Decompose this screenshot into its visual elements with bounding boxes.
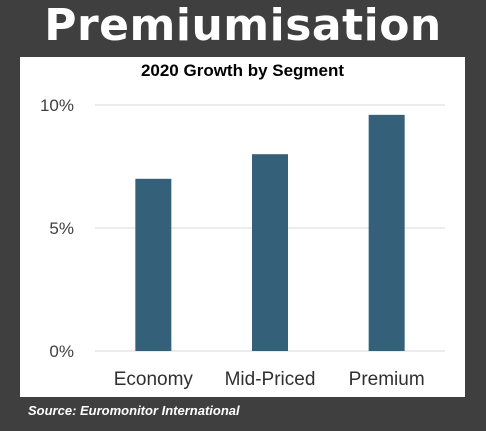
y-tick-label: 0% — [49, 342, 74, 361]
x-tick-label: Mid-Priced — [225, 369, 316, 390]
bar — [368, 114, 405, 351]
x-tick-label: Economy — [114, 369, 194, 390]
y-tick-label: 10% — [40, 96, 74, 115]
bar — [135, 178, 172, 351]
page-headline: Premiumisation — [44, 0, 442, 51]
y-tick-label: 5% — [49, 219, 74, 238]
bar-chart: 0% 5% 10% Economy Mid-Priced Premium — [40, 96, 445, 390]
bar — [252, 154, 288, 351]
source-note: Source: Euromonitor International — [28, 403, 240, 418]
x-tick-label: Premium — [349, 369, 425, 390]
chart-title: 2020 Growth by Segment — [140, 61, 345, 80]
chart-panel: 2020 Growth by Segment 0% 5% 10% Economy Mid… — [20, 57, 465, 397]
